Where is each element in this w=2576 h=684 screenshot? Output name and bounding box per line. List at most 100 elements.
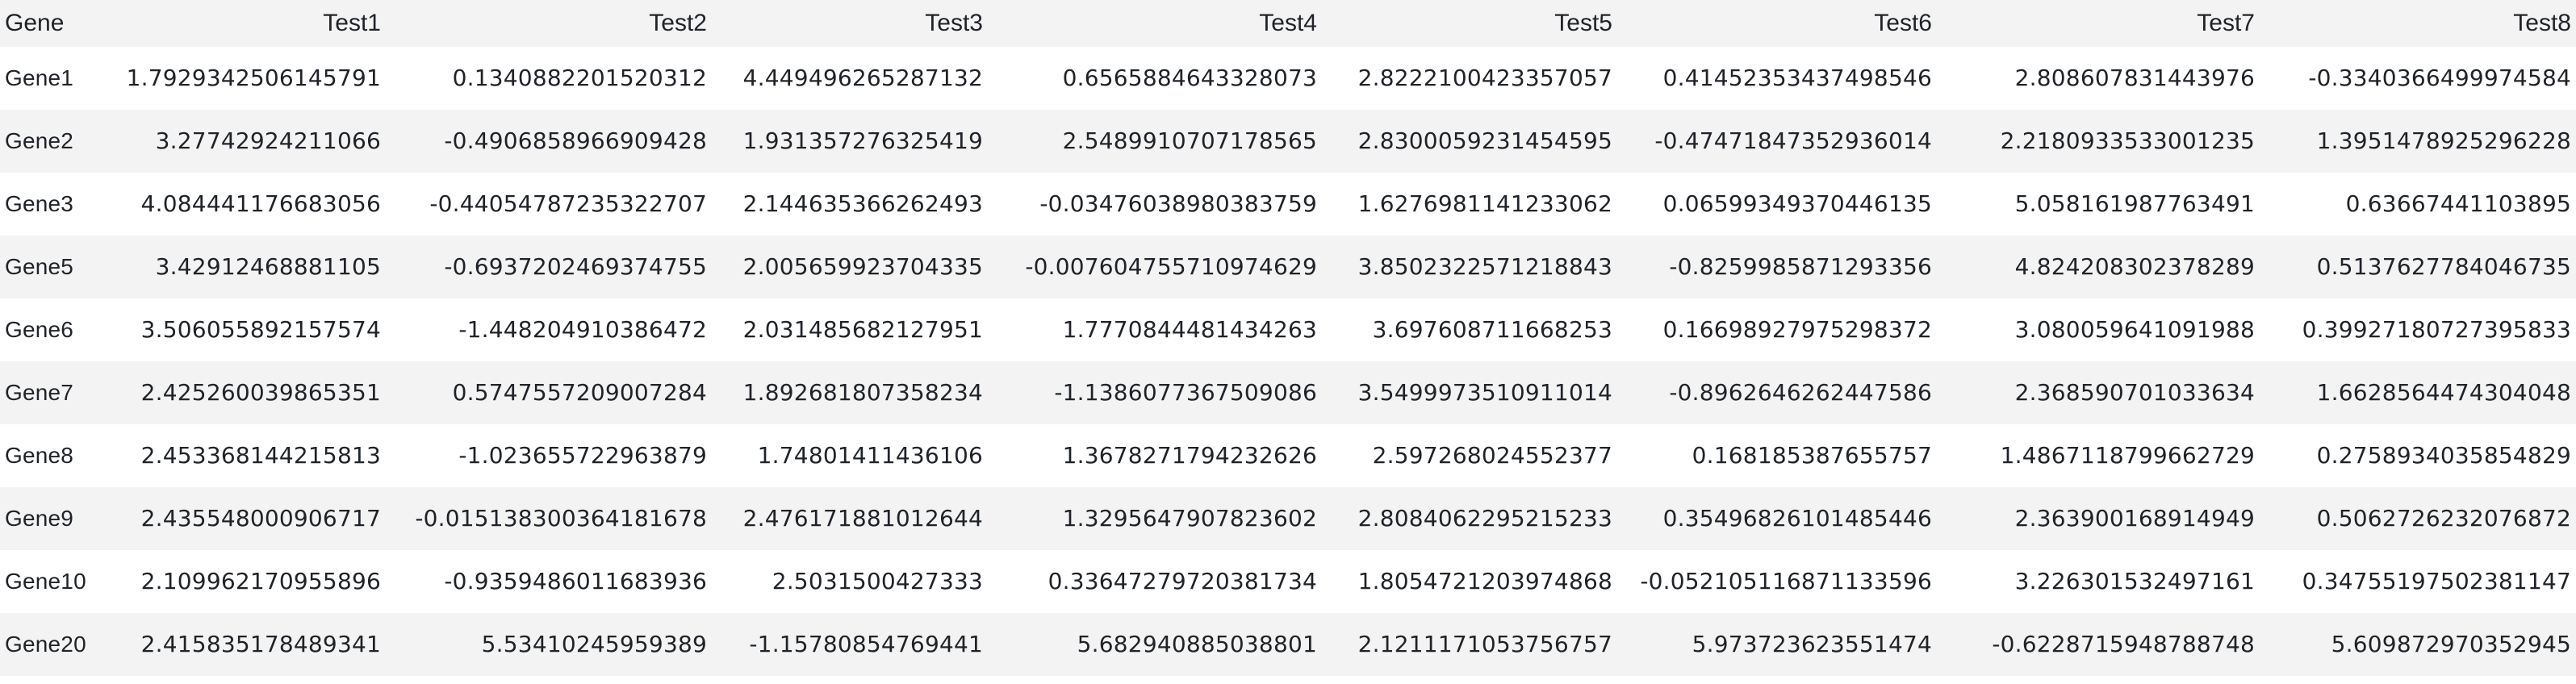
value-cell: 0.6565884643328073 <box>1062 65 1317 91</box>
value-cell: 0.16698927975298372 <box>1662 316 1932 343</box>
value-cell: 1.8054721203974868 <box>1357 568 1612 594</box>
value-cell: 5.973723623551474 <box>1692 631 1932 657</box>
value-cell: 1.6628564474304048 <box>2316 379 2571 406</box>
value-cell: 0.63667441103895 <box>2345 190 2571 217</box>
value-cell: 1.3295647907823602 <box>1062 505 1317 532</box>
table-row: Gene5 3.42912468881105 -0.69372024693747… <box>0 236 2576 298</box>
value-cell: 2.2180933533001235 <box>2000 127 2255 154</box>
table-row: Gene10 2.109962170955896 -0.935948601168… <box>0 550 2576 613</box>
table-row: Gene9 2.435548000906717 -0.0151383003641… <box>0 487 2576 550</box>
value-cell: 2.363900168914949 <box>2014 505 2255 532</box>
value-cell: 2.435548000906717 <box>140 505 381 532</box>
table-row: Gene1 1.7929342506145791 0.1340882201520… <box>0 47 2576 110</box>
value-cell: -1.1386077367509086 <box>1054 379 1317 406</box>
value-cell: 0.41452353437498546 <box>1662 65 1932 91</box>
gene-name-cell: Gene1 <box>5 65 74 90</box>
column-header-test2[interactable]: Test2 <box>649 10 707 36</box>
value-cell: 5.609872970352945 <box>2331 631 2571 657</box>
value-cell: 4.824208302378289 <box>2014 253 2255 280</box>
value-cell: 0.33647279720381734 <box>1048 568 1317 594</box>
value-cell: 2.1211171053756757 <box>1357 631 1612 657</box>
value-cell: 0.06599349370446135 <box>1662 190 1932 217</box>
table-row: Gene20 2.415835178489341 5.5341024595938… <box>0 613 2576 676</box>
gene-name-cell: Gene3 <box>5 191 74 216</box>
column-header-test3[interactable]: Test3 <box>925 10 983 36</box>
column-header-test4[interactable]: Test4 <box>1259 10 1317 36</box>
value-cell: 4.084441176683056 <box>140 190 381 217</box>
table-row: Gene3 4.084441176683056 -0.4405478723532… <box>0 173 2576 236</box>
value-cell: 1.7929342506145791 <box>126 65 381 91</box>
table-header: Gene Test1 Test2 Test3 Test4 Test5 Test6… <box>0 0 2576 47</box>
value-cell: -0.007604755710974629 <box>1025 253 1317 280</box>
value-cell: 2.5489910707178565 <box>1062 127 1317 154</box>
value-cell: -0.6937202469374755 <box>444 253 707 280</box>
value-cell: 2.808607831443976 <box>2014 65 2255 91</box>
value-cell: 5.682940885038801 <box>1077 631 1317 657</box>
gene-name-cell: Gene2 <box>5 128 74 153</box>
value-cell: -0.6228715948788748 <box>1992 631 2255 657</box>
column-header-test7[interactable]: Test7 <box>2197 10 2255 36</box>
table-row: Gene2 3.27742924211066 -0.49068589669094… <box>0 110 2576 173</box>
value-cell: -1.023655722963879 <box>458 442 707 469</box>
value-cell: 2.109962170955896 <box>140 568 381 594</box>
gene-name-cell: Gene20 <box>5 632 86 657</box>
value-cell: -0.44054787235322707 <box>429 190 707 217</box>
value-cell: 2.031485682127951 <box>742 316 983 343</box>
value-cell: 0.5137627784046735 <box>2316 253 2571 280</box>
value-cell: 2.8300059231454595 <box>1357 127 1612 154</box>
value-cell: 1.931357276325419 <box>742 127 983 154</box>
value-cell: 3.27742924211066 <box>155 127 381 154</box>
value-cell: 5.53410245959389 <box>481 631 707 657</box>
value-cell: -1.15780854769441 <box>749 631 983 657</box>
gene-name-cell: Gene8 <box>5 443 74 468</box>
value-cell: 2.005659923704335 <box>742 253 983 280</box>
value-cell: 1.4867118799662729 <box>2000 442 2255 469</box>
value-cell: 3.226301532497161 <box>2014 568 2255 594</box>
value-cell: -0.47471847352936014 <box>1654 127 1932 154</box>
gene-name-cell: Gene7 <box>5 380 74 405</box>
value-cell: 2.5031500427333 <box>772 568 983 594</box>
value-cell: 3.506055892157574 <box>140 316 381 343</box>
column-header-test5[interactable]: Test5 <box>1554 10 1612 36</box>
value-cell: 1.3951478925296228 <box>2316 127 2571 154</box>
column-header-test1[interactable]: Test1 <box>323 10 381 36</box>
gene-name-cell: Gene5 <box>5 254 74 279</box>
value-cell: 2.8084062295215233 <box>1357 505 1612 532</box>
value-cell: 2.476171881012644 <box>742 505 983 532</box>
value-cell: 1.3678271794232626 <box>1062 442 1317 469</box>
value-cell: 2.368590701033634 <box>2014 379 2255 406</box>
gene-name-cell: Gene6 <box>5 317 74 342</box>
value-cell: 2.144635366262493 <box>742 190 983 217</box>
value-cell: 0.39927180727395833 <box>2302 316 2571 343</box>
gene-name-cell: Gene10 <box>5 569 86 594</box>
value-cell: 2.425260039865351 <box>140 379 381 406</box>
value-cell: -1.448204910386472 <box>458 316 707 343</box>
table-row: Gene7 2.425260039865351 0.57475572090072… <box>0 361 2576 424</box>
table-row: Gene8 2.453368144215813 -1.0236557229638… <box>0 424 2576 487</box>
value-cell: -0.015138300364181678 <box>415 505 707 532</box>
value-cell: 4.449496265287132 <box>742 65 983 91</box>
value-cell: 1.74801411436106 <box>757 442 983 469</box>
header-row: Gene Test1 Test2 Test3 Test4 Test5 Test6… <box>0 0 2576 47</box>
value-cell: 0.5747557209007284 <box>452 379 707 406</box>
value-cell: 2.453368144215813 <box>140 442 381 469</box>
value-cell: 3.080059641091988 <box>2014 316 2255 343</box>
column-header-gene[interactable]: Gene <box>5 10 65 36</box>
column-header-test8[interactable]: Test8 <box>2513 10 2571 36</box>
value-cell: -0.8962646262447586 <box>1669 379 1932 406</box>
value-cell: 3.697608711668253 <box>1372 316 1612 343</box>
table-body: Gene1 1.7929342506145791 0.1340882201520… <box>0 47 2576 676</box>
column-header-test6[interactable]: Test6 <box>1874 10 1932 36</box>
value-cell: 5.058161987763491 <box>2014 190 2255 217</box>
value-cell: 1.6276981141233062 <box>1357 190 1612 217</box>
gene-name-cell: Gene9 <box>5 506 74 531</box>
value-cell: -0.03476038980383759 <box>1039 190 1317 217</box>
value-cell: 1.892681807358234 <box>742 379 983 406</box>
value-cell: 2.8222100423357057 <box>1357 65 1612 91</box>
value-cell: 3.42912468881105 <box>155 253 381 280</box>
value-cell: 0.5062726232076872 <box>2316 505 2571 532</box>
value-cell: 0.2758934035854829 <box>2316 442 2571 469</box>
value-cell: 1.7770844481434263 <box>1062 316 1317 343</box>
